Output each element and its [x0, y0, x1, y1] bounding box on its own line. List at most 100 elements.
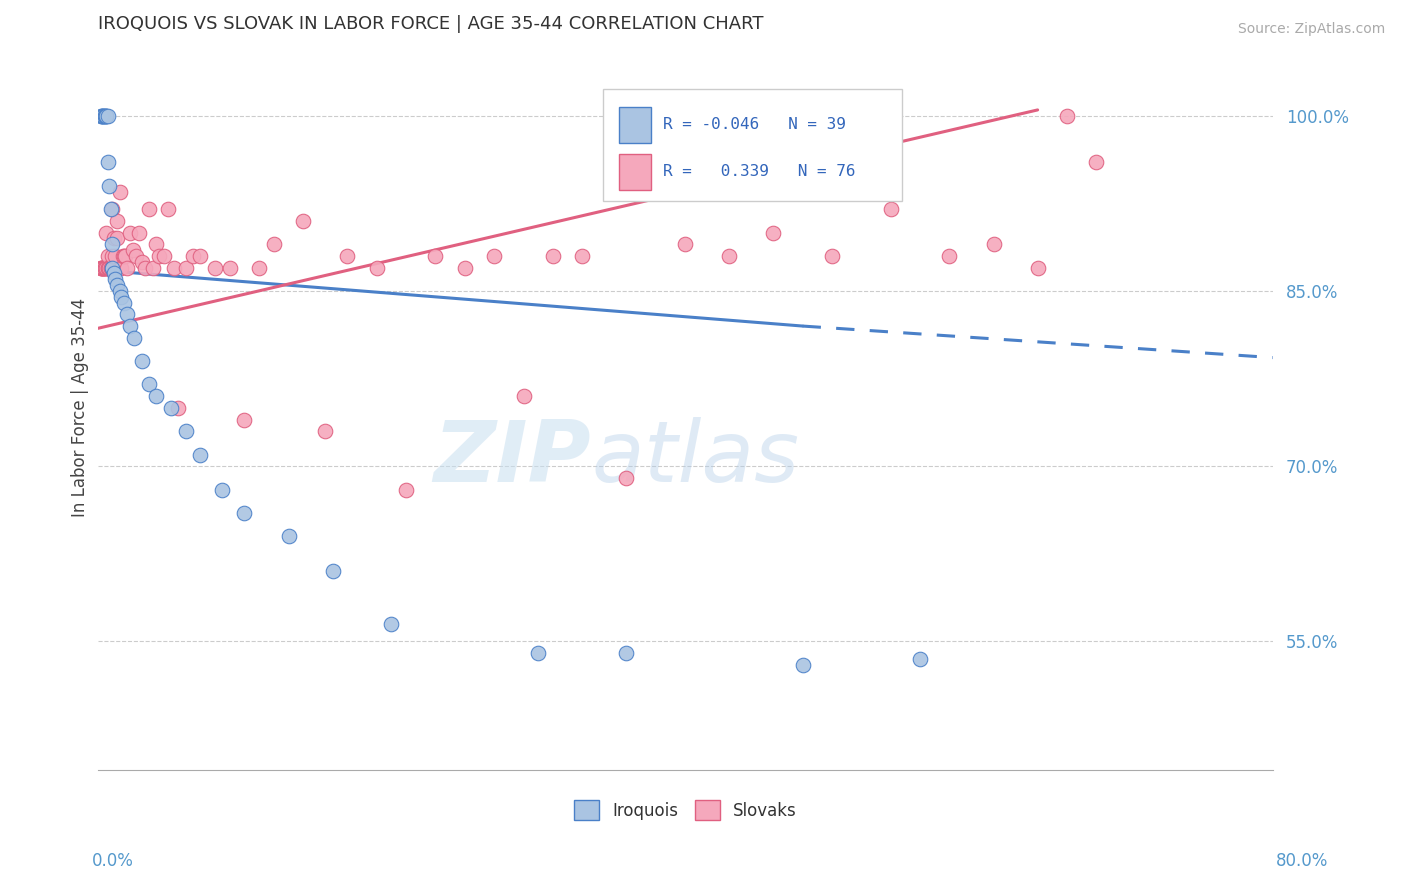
Point [673, 237, 696, 252]
Text: 0.0%: 0.0% [91, 852, 134, 870]
Point [454, 260, 477, 275]
Point [97, 155, 120, 169]
Point [233, 506, 256, 520]
Point [174, 424, 197, 438]
Point [115, 307, 138, 321]
Point [121, 243, 143, 257]
Point [89, 260, 111, 275]
Point [93, 260, 115, 275]
Point [512, 389, 534, 403]
Point [314, 424, 336, 438]
Point [96, 260, 118, 275]
Point [762, 226, 785, 240]
Point [233, 412, 256, 426]
Point [138, 377, 160, 392]
Point [263, 237, 285, 252]
Point [104, 249, 127, 263]
Point [101, 260, 124, 275]
Point [821, 249, 844, 263]
Point [89, 109, 111, 123]
Legend: Iroquois, Slovaks: Iroquois, Slovaks [567, 793, 803, 827]
Point [105, 231, 128, 245]
Point [98, 260, 121, 275]
Point [93, 109, 115, 123]
Point [91, 260, 114, 275]
Point [142, 260, 165, 275]
Point [105, 214, 128, 228]
Point [112, 295, 135, 310]
Point [94, 260, 117, 275]
Point [100, 202, 122, 217]
Text: atlas: atlas [591, 417, 799, 500]
Point [114, 249, 136, 263]
Point [97, 249, 120, 263]
Point [105, 278, 128, 293]
Point [292, 214, 315, 228]
FancyBboxPatch shape [619, 106, 651, 143]
Point [425, 249, 447, 263]
Point [152, 249, 174, 263]
Point [718, 249, 741, 263]
Point [93, 260, 115, 275]
Point [181, 249, 204, 263]
Point [118, 226, 141, 240]
Point [124, 331, 146, 345]
Point [115, 260, 138, 275]
Point [93, 109, 115, 123]
Point [1056, 109, 1078, 123]
Point [157, 202, 180, 217]
Point [125, 249, 148, 263]
Point [97, 109, 120, 123]
FancyBboxPatch shape [603, 89, 903, 202]
Point [97, 260, 120, 275]
Point [938, 249, 960, 263]
Point [190, 448, 212, 462]
Point [204, 260, 226, 275]
Text: 80.0%: 80.0% [1277, 852, 1329, 870]
Point [98, 178, 121, 193]
Point [163, 260, 186, 275]
Point [145, 237, 167, 252]
Point [100, 260, 122, 275]
Point [134, 260, 156, 275]
Point [247, 260, 270, 275]
Point [94, 109, 117, 123]
Point [118, 319, 141, 334]
Point [103, 231, 125, 245]
Point [128, 226, 150, 240]
Point [96, 226, 118, 240]
Point [98, 260, 121, 275]
Point [614, 471, 637, 485]
Point [218, 260, 240, 275]
Point [131, 254, 153, 268]
Text: ZIP: ZIP [433, 417, 591, 500]
Point [1026, 260, 1049, 275]
Point [211, 483, 233, 497]
Point [101, 249, 124, 263]
Point [112, 249, 135, 263]
Point [366, 260, 388, 275]
Point [322, 565, 344, 579]
Point [94, 260, 117, 275]
Point [110, 260, 132, 275]
Point [108, 284, 131, 298]
Point [100, 260, 122, 275]
Point [91, 260, 114, 275]
Point [277, 529, 299, 543]
Point [908, 652, 931, 666]
Text: IROQUOIS VS SLOVAK IN LABOR FORCE | AGE 35-44 CORRELATION CHART: IROQUOIS VS SLOVAK IN LABOR FORCE | AGE … [97, 15, 763, 33]
Point [93, 260, 115, 275]
Point [527, 646, 550, 660]
Point [190, 249, 212, 263]
Text: R = -0.046   N = 39: R = -0.046 N = 39 [662, 117, 845, 132]
Point [101, 260, 124, 275]
Point [395, 483, 418, 497]
Point [1085, 155, 1108, 169]
Point [89, 260, 111, 275]
Point [104, 272, 127, 286]
Text: R =   0.339   N = 76: R = 0.339 N = 76 [662, 164, 855, 179]
Point [131, 354, 153, 368]
Y-axis label: In Labor Force | Age 35-44: In Labor Force | Age 35-44 [72, 298, 89, 517]
Point [138, 202, 160, 217]
Point [97, 260, 120, 275]
